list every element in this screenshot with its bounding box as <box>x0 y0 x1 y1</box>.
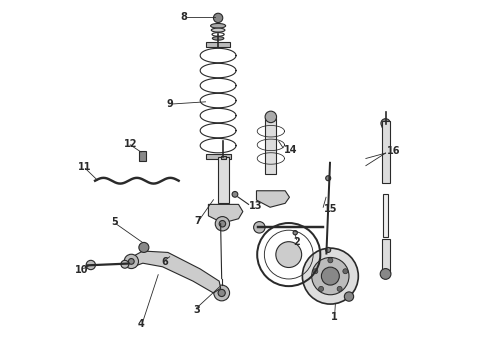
Text: 4: 4 <box>137 319 144 329</box>
Text: 14: 14 <box>284 144 297 154</box>
Text: 6: 6 <box>162 257 169 267</box>
Circle shape <box>293 230 297 235</box>
Text: 10: 10 <box>74 265 88 275</box>
Circle shape <box>302 248 358 304</box>
Bar <box>266 118 276 174</box>
Circle shape <box>124 254 139 269</box>
Text: 7: 7 <box>194 216 201 226</box>
Ellipse shape <box>382 125 389 129</box>
Text: 12: 12 <box>124 139 137 149</box>
Circle shape <box>344 292 354 301</box>
Ellipse shape <box>211 23 225 28</box>
Circle shape <box>381 119 390 128</box>
Polygon shape <box>127 251 220 293</box>
Text: 1: 1 <box>331 312 338 322</box>
Circle shape <box>121 260 129 268</box>
Ellipse shape <box>211 28 225 32</box>
Circle shape <box>139 242 149 252</box>
Circle shape <box>337 286 342 291</box>
Circle shape <box>313 269 318 274</box>
Bar <box>205 154 231 159</box>
Bar <box>382 239 390 273</box>
Polygon shape <box>208 204 243 223</box>
Circle shape <box>218 289 225 297</box>
Text: 16: 16 <box>387 146 400 156</box>
Circle shape <box>328 258 333 263</box>
Circle shape <box>254 222 265 233</box>
Bar <box>218 157 229 203</box>
Bar <box>139 150 147 161</box>
Text: 15: 15 <box>324 204 338 215</box>
Circle shape <box>232 192 238 197</box>
Circle shape <box>219 221 225 227</box>
Text: 9: 9 <box>166 99 173 109</box>
Text: 8: 8 <box>180 12 187 22</box>
Circle shape <box>318 286 323 291</box>
Polygon shape <box>256 191 290 207</box>
Circle shape <box>380 269 391 279</box>
Circle shape <box>215 217 230 231</box>
Circle shape <box>265 111 276 123</box>
Bar <box>221 156 225 159</box>
Circle shape <box>214 285 230 301</box>
Circle shape <box>326 247 331 252</box>
Text: 11: 11 <box>78 162 92 172</box>
Circle shape <box>128 258 134 264</box>
Circle shape <box>86 260 96 270</box>
Text: 13: 13 <box>249 201 263 211</box>
Ellipse shape <box>212 37 224 40</box>
Circle shape <box>276 242 302 267</box>
Circle shape <box>326 176 331 181</box>
Text: 2: 2 <box>294 237 300 247</box>
Circle shape <box>312 257 349 295</box>
Bar <box>206 42 230 47</box>
Bar <box>383 194 389 237</box>
Bar <box>382 121 390 183</box>
Text: 3: 3 <box>193 305 200 315</box>
Text: 5: 5 <box>112 217 119 227</box>
Circle shape <box>321 267 339 285</box>
Circle shape <box>214 13 223 23</box>
Circle shape <box>343 269 348 274</box>
